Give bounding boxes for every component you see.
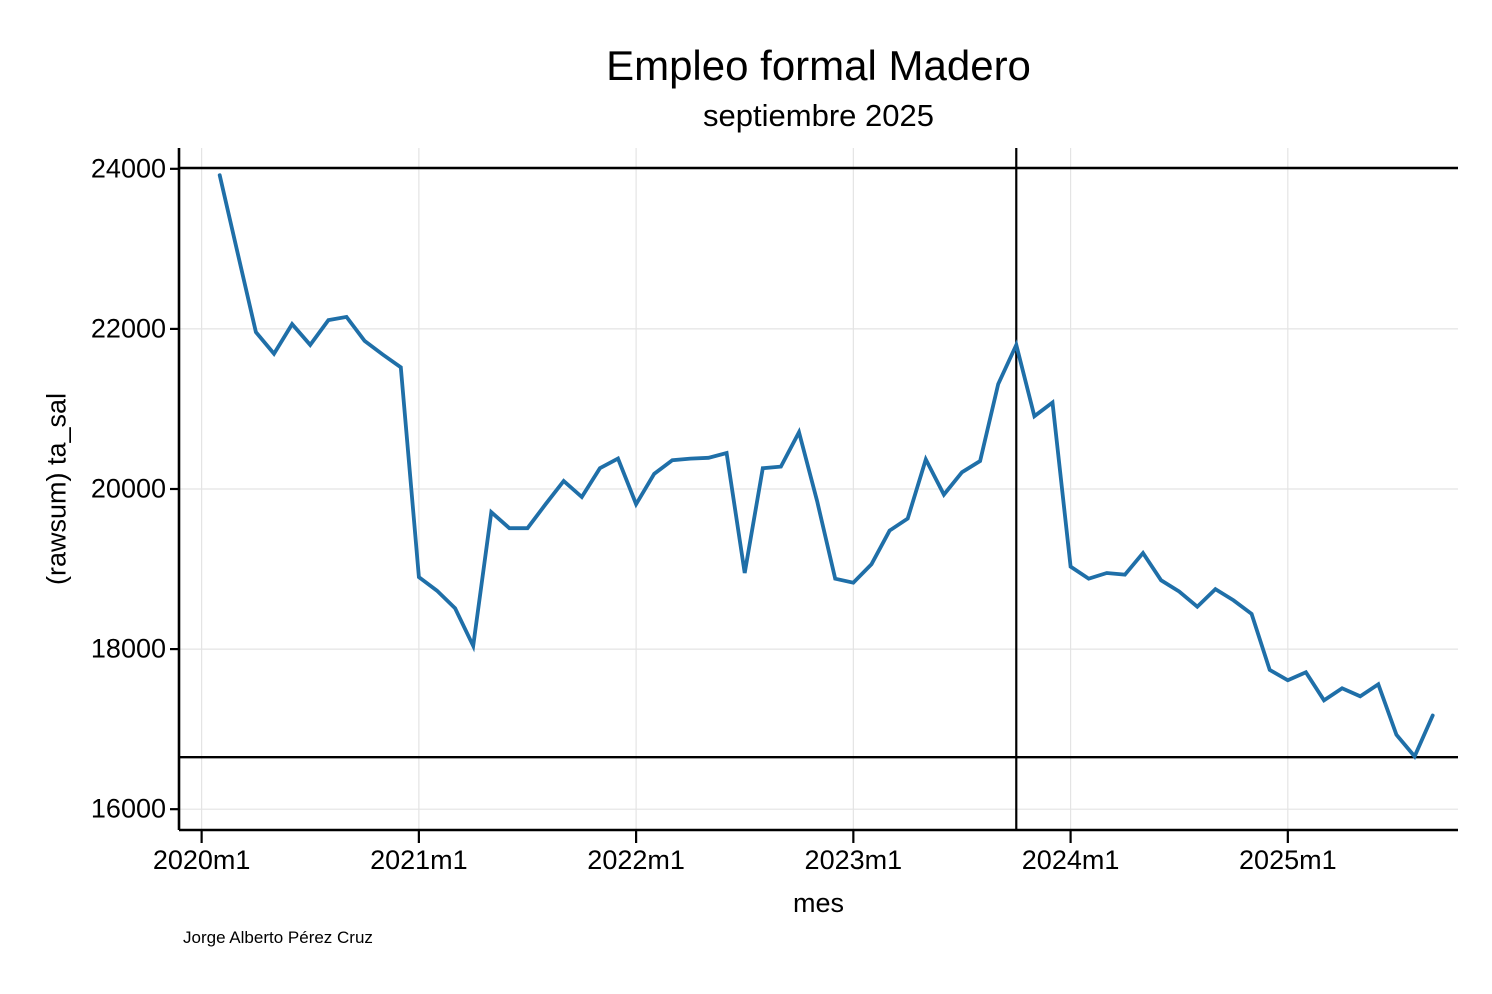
x-tick-label: 2022m1 (587, 845, 685, 875)
employment-line (217, 173, 1435, 760)
chart-subtitle: septiembre 2025 (703, 98, 934, 133)
y-tick-label: 22000 (90, 313, 166, 344)
y-tick-label: 16000 (90, 793, 166, 824)
y-tick-label: 18000 (90, 633, 166, 664)
author-caption: Jorge Alberto Pérez Cruz (183, 928, 373, 947)
x-tick-label: 2025m1 (1239, 845, 1337, 875)
y-tick-label: 20000 (90, 473, 166, 504)
x-tick-label: 2024m1 (1021, 845, 1120, 875)
x-tick-label: 2023m1 (804, 845, 903, 875)
chart-title: Empleo formal Madero (606, 42, 1031, 89)
x-tick-label: 2021m1 (370, 845, 468, 875)
chart-header: Empleo formal Madero septiembre 2025 (179, 0, 1458, 134)
x-tick-label: 2020m1 (152, 845, 251, 875)
y-tick-label: 24000 (90, 153, 166, 184)
x-axis-title: mes (792, 888, 844, 918)
